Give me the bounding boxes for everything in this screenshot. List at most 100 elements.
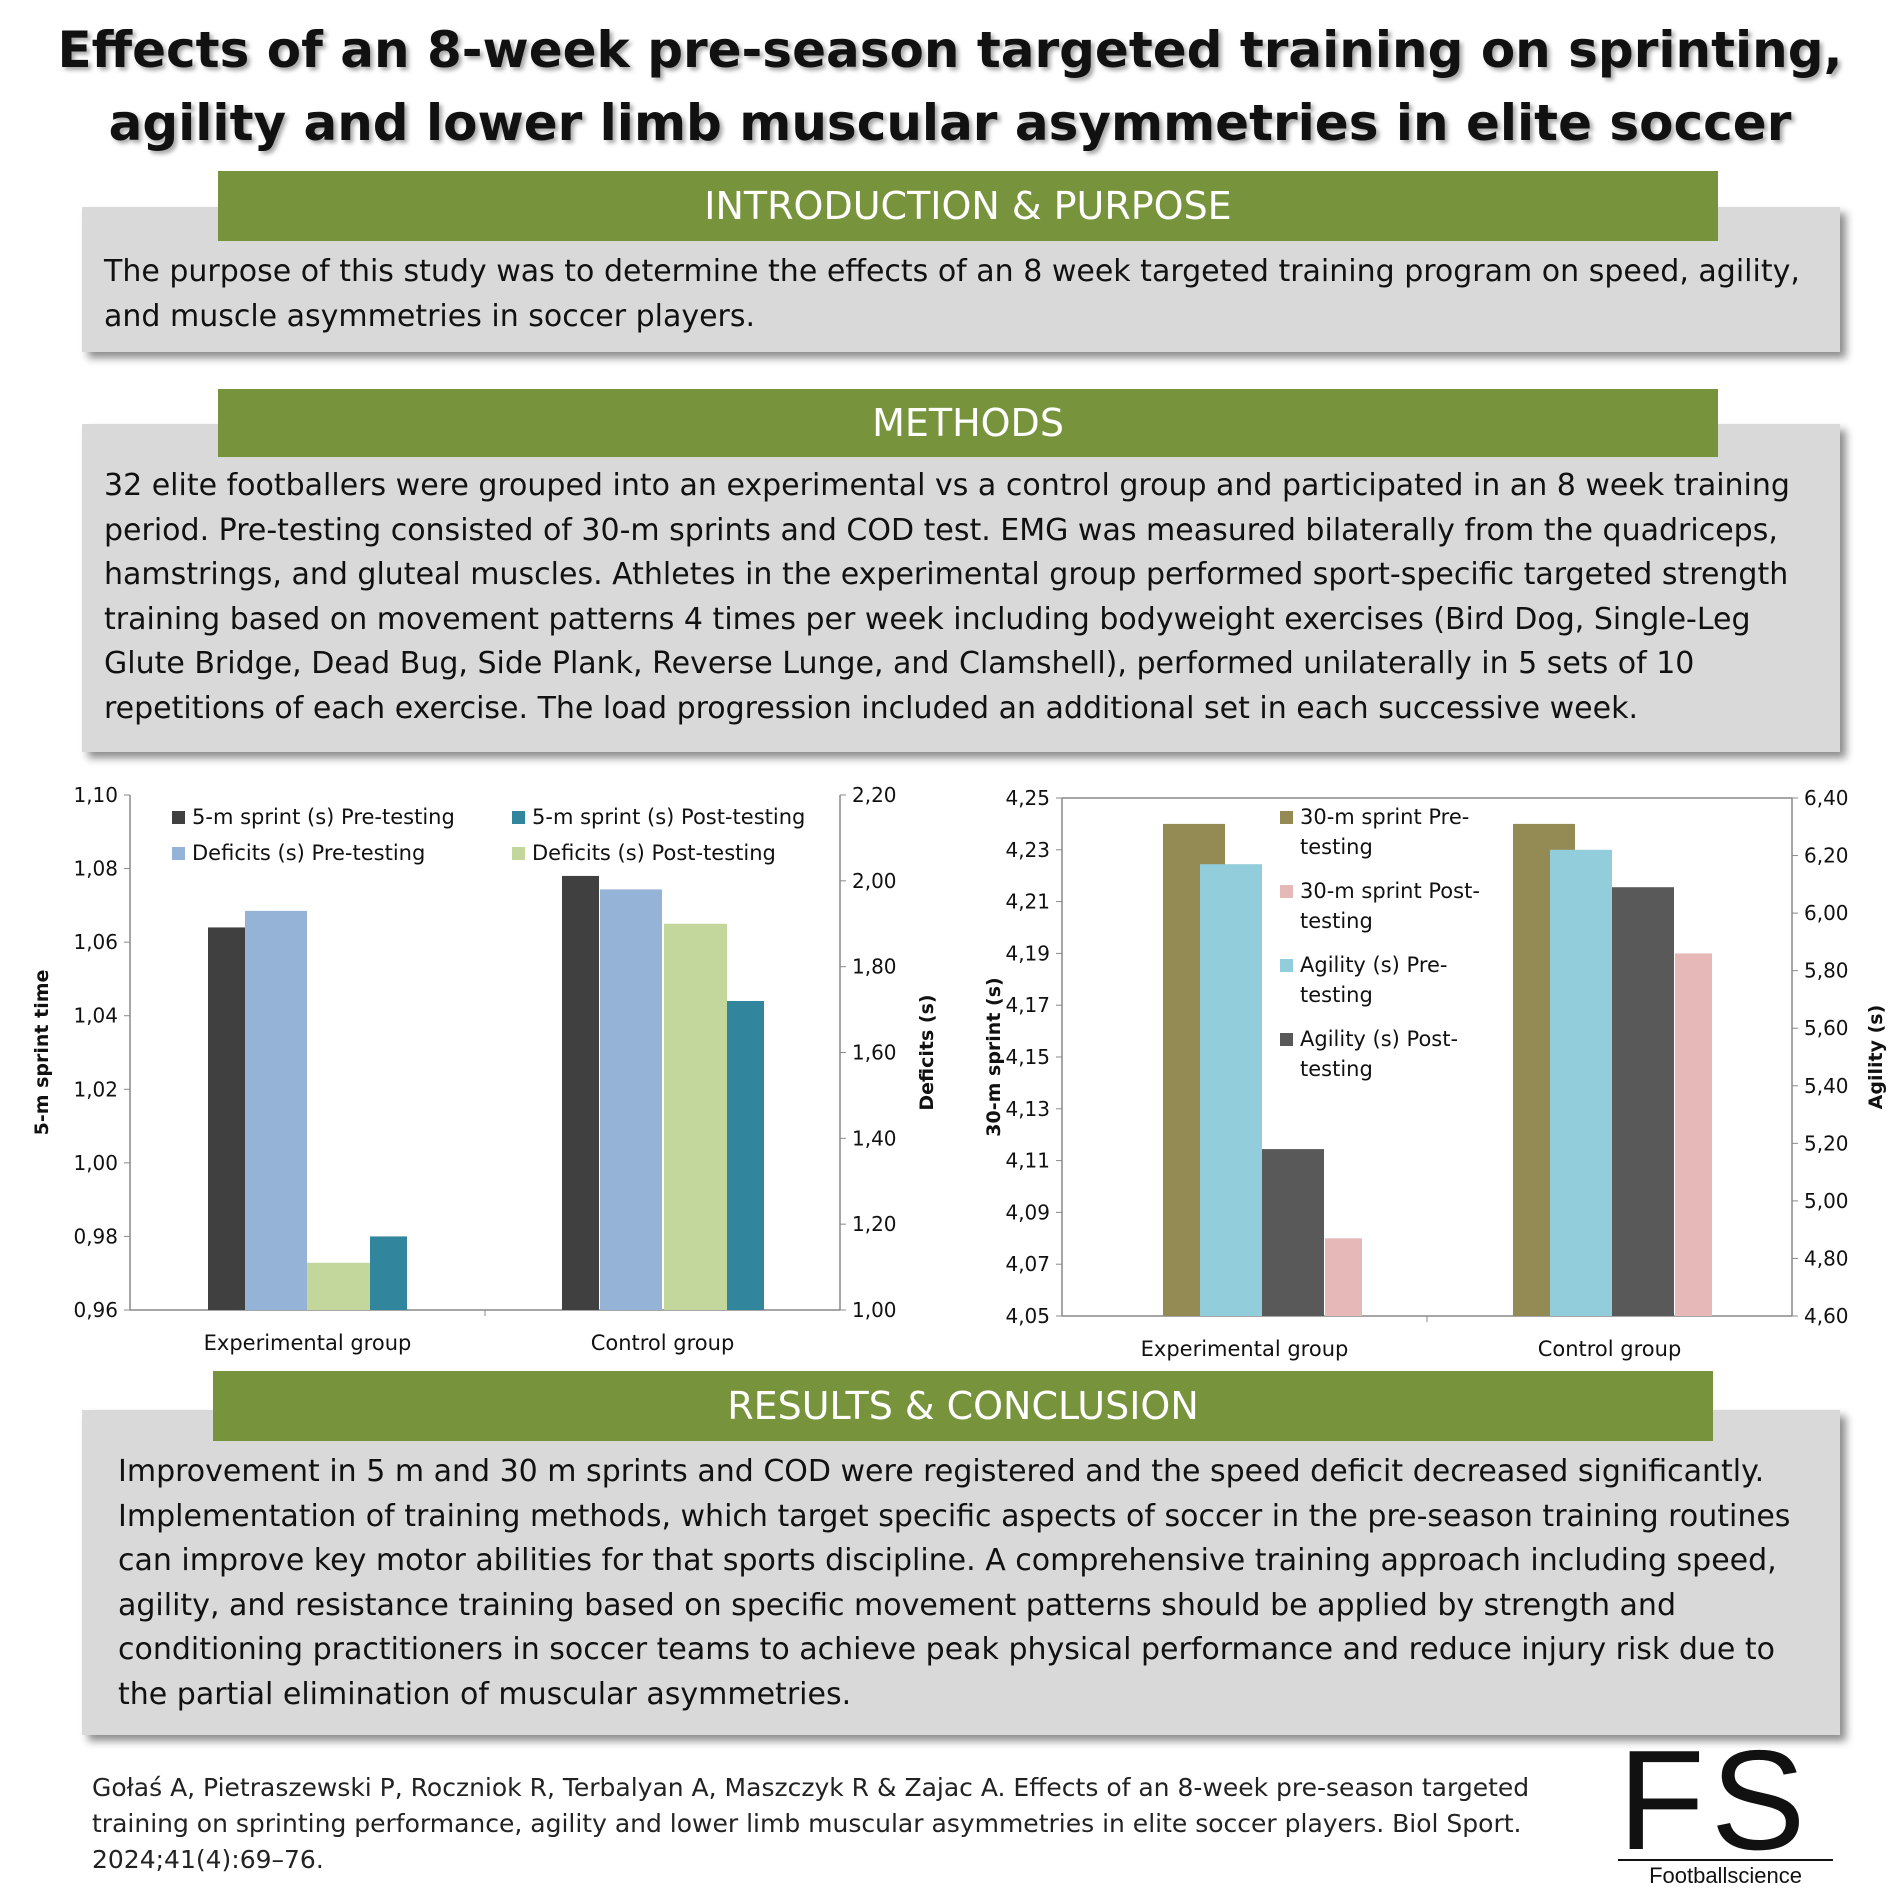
right-tick-label: 1,60 [852,1041,897,1065]
bar-agility-s-post-testing [1262,1149,1324,1316]
legend-label: Deficits (s) Pre-testing [192,841,425,865]
methods-heading: METHODS [218,389,1718,457]
y2-axis-title: Deficits (s) [916,994,938,1110]
methods-panel [82,424,1840,752]
legend-label-line: testing [1300,909,1373,933]
bar-deficits-s-post-testing [664,923,727,1310]
bar-agility-s-post-testing [1612,887,1674,1316]
legend-label-line: 30-m sprint Pre- [1300,805,1469,829]
legend-swatch [1280,959,1293,972]
left-tick-label: 1,06 [73,930,118,954]
bar-agility-s-pre-testing [1550,849,1612,1316]
legend-label-line: Agility (s) Post- [1300,1027,1458,1051]
left-tick-label: 1,10 [73,783,118,807]
left-tick-label: 1,08 [73,857,118,881]
right-tick-label: 5,00 [1804,1189,1849,1213]
left-tick-label: 4,05 [1005,1304,1050,1328]
left-tick-label: 4,09 [1005,1200,1050,1224]
left-tick-label: 4,23 [1005,838,1050,862]
legend-label: Agility (s) Pre-testing [1300,953,1448,1007]
legend-swatch [1280,1033,1293,1046]
legend-label-line: Agility (s) Pre- [1300,953,1448,977]
right-tick-label: 4,60 [1804,1304,1849,1328]
legend-swatch [172,811,185,824]
legend-label: 5-m sprint (s) Post-testing [532,805,805,829]
legend-label-line: testing [1300,1057,1373,1081]
logo-mark: FS [1618,1721,1812,1880]
bar-5-m-sprint-s-post-testing [370,1236,407,1310]
bar-deficits-s-post-testing [307,1262,370,1310]
bar-30-m-sprint-post-testing [1675,953,1712,1316]
intro-text: The purpose of this study was to determi… [104,254,1800,334]
bar-30-m-sprint-post-testing [1325,1238,1362,1316]
legend-label-line: 5-m sprint (s) Pre-testing [192,805,455,829]
legend-swatch [512,847,525,860]
legend-label: 5-m sprint (s) Pre-testing [192,805,455,829]
left-tick-label: 1,00 [73,1151,118,1175]
footballscience-logo: FS Footballscience [1618,1721,1833,1888]
results-text: Improvement in 5 m and 30 m sprints and … [118,1454,1791,1712]
left-tick-label: 4,17 [1005,993,1050,1017]
right-tick-label: 1,20 [852,1212,897,1236]
left-tick-label: 4,19 [1005,941,1050,965]
intro-heading: INTRODUCTION & PURPOSE [218,171,1718,241]
legend-label-line: testing [1300,835,1373,859]
right-tick-label: 2,20 [852,783,897,807]
legend-label: Deficits (s) Post-testing [532,841,776,865]
bar-5-m-sprint-s-pre-testing [208,927,245,1310]
left-tick-label: 4,07 [1005,1252,1050,1276]
chart-30m-sprint-agility: 4,05 4,07 4,09 4,11 4,13 4,15 4,17 4,19 4,21 4,23… [983,786,1887,1361]
bar-deficits-s-pre-testing [245,910,307,1310]
methods-text: 32 elite footballers were grouped into a… [104,468,1790,726]
legend-label-line: testing [1300,983,1373,1007]
x-tick-label: Experimental group [1141,1337,1349,1361]
right-tick-label: 6,40 [1804,786,1849,810]
y2-axis-title: Agility (s) [1865,1005,1887,1110]
right-tick-label: 5,20 [1804,1131,1849,1155]
left-tick-label: 4,13 [1005,1097,1050,1121]
right-tick-label: 1,00 [852,1298,897,1322]
y-axis-title: 5-m sprint time [31,970,53,1136]
left-tick-label: 4,21 [1005,890,1050,914]
bar-5-m-sprint-s-post-testing [727,1001,764,1310]
right-tick-label: 4,80 [1804,1246,1849,1270]
right-tick-label: 6,20 [1804,844,1849,868]
left-tick-label: 4,25 [1005,786,1050,810]
chart-5m-sprint-deficits: 0,96 0,98 1,00 1,02 1,04 1,06 1,08 1,10 1,00 1,20… [31,783,938,1355]
left-tick-label: 1,02 [73,1077,118,1101]
x-tick-label: Experimental group [204,1331,412,1355]
legend-swatch [512,811,525,824]
left-tick-label: 4,11 [1005,1149,1050,1173]
left-tick-label: 0,98 [73,1224,118,1248]
legend-swatch [172,847,185,860]
right-tick-label: 5,40 [1804,1074,1849,1098]
x-tick-label: Control group [1538,1337,1682,1361]
legend-label: 30-m sprint Post-testing [1300,879,1480,933]
legend-label: 30-m sprint Pre-testing [1300,805,1469,859]
legend-swatch [1280,885,1293,898]
right-tick-label: 2,00 [852,869,897,893]
y-axis-title: 30-m sprint (s) [983,977,1005,1136]
left-tick-label: 0,96 [73,1298,118,1322]
x-tick-label: Control group [591,1331,735,1355]
right-tick-label: 1,40 [852,1126,897,1150]
citation: Gołaś A, Pietraszewski P, Roczniok R, Te… [92,1773,1530,1874]
bar-agility-s-pre-testing [1200,864,1262,1316]
logo-subtitle: Footballscience [1618,1859,1833,1889]
results-heading: RESULTS & CONCLUSION [213,1371,1713,1441]
legend-label: Agility (s) Post-testing [1300,1027,1458,1081]
legend-swatch [1280,811,1293,824]
legend-label-line: Deficits (s) Post-testing [532,841,776,865]
left-tick-label: 4,15 [1005,1045,1050,1069]
poster-title: Effects of an 8-week pre-season targeted… [57,21,1843,225]
right-tick-label: 1,80 [852,955,897,979]
legend-label-line: Deficits (s) Pre-testing [192,841,425,865]
left-tick-label: 1,04 [73,1004,118,1028]
legend-label-line: 5-m sprint (s) Post-testing [532,805,805,829]
right-tick-label: 6,00 [1804,901,1849,925]
right-tick-label: 5,80 [1804,959,1849,983]
legend-label-line: 30-m sprint Post- [1300,879,1480,903]
results-panel [82,1410,1840,1735]
bar-deficits-s-pre-testing [600,889,662,1310]
bar-5-m-sprint-s-pre-testing [562,875,599,1310]
